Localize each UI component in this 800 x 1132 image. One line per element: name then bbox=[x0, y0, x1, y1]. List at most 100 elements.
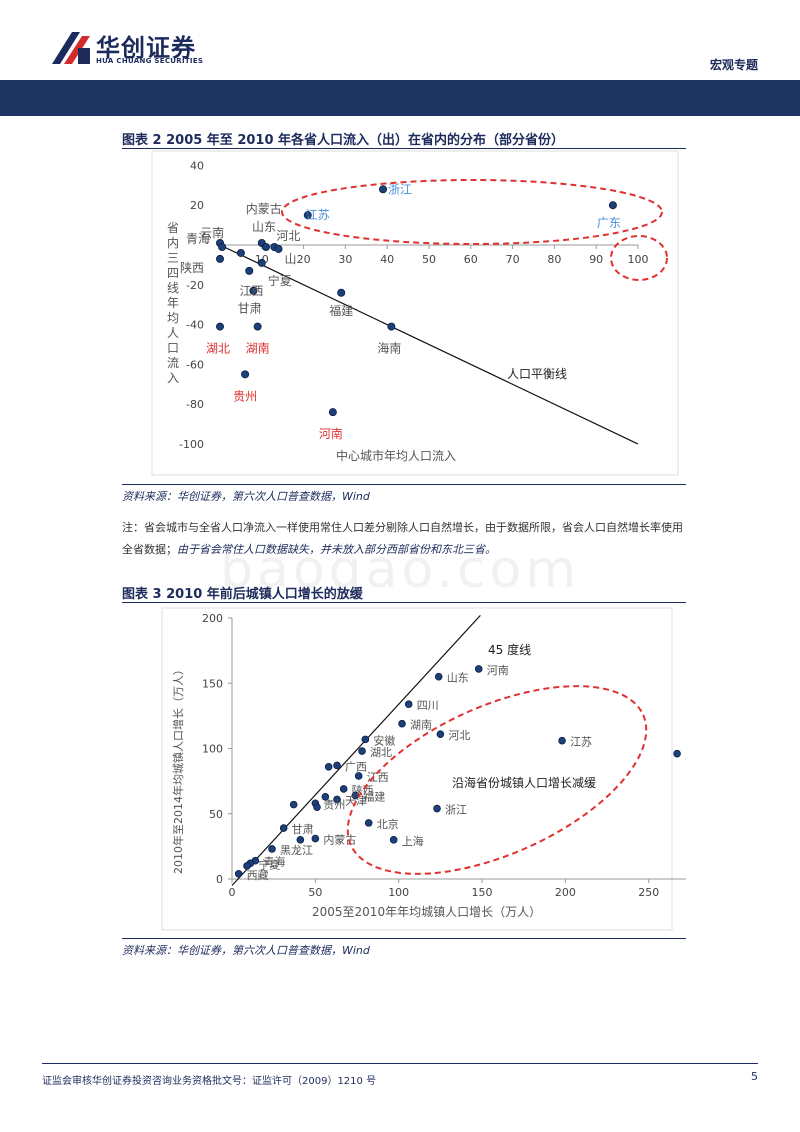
chart3-x-tick-label: 0 bbox=[229, 886, 236, 899]
figure2-bottom-rule bbox=[122, 484, 686, 485]
chart2-x-tick-label: 90 bbox=[589, 253, 603, 266]
chart3-data-point bbox=[364, 819, 373, 827]
chart3-data-point bbox=[234, 869, 243, 878]
chart3-data-point bbox=[354, 772, 363, 780]
chart2-data-point bbox=[249, 286, 258, 295]
chart2-point-label: 宁夏 bbox=[268, 273, 292, 288]
chart3-data-point bbox=[389, 836, 398, 844]
chart2-data-point bbox=[253, 322, 262, 331]
chart3-point-label: 广西 bbox=[345, 760, 367, 773]
chart3-point-label: 西藏 bbox=[247, 869, 269, 882]
chart2-point-label: 湖北 bbox=[206, 341, 230, 356]
chart3-data-point bbox=[289, 800, 298, 809]
chart3-point-label: 青海 bbox=[263, 855, 285, 869]
chart3-point-label: 北京 bbox=[377, 817, 399, 831]
chart3-data-point bbox=[436, 730, 445, 738]
note-emphasis: 由于省会常住人口数据缺失，并未放入部分西部省份和东北三省。 bbox=[177, 543, 496, 556]
chart2-balance-line-label: 人口平衡线 bbox=[507, 367, 567, 381]
chart2-point-label: 山东 bbox=[252, 220, 276, 234]
chart3-45-degree-line bbox=[231, 614, 481, 886]
chart3-x-tick-label: 100 bbox=[388, 886, 409, 899]
chart3-data-point bbox=[558, 736, 566, 745]
chart3-point-label: 湖北 bbox=[370, 746, 392, 759]
chart3-point-label: 安徽 bbox=[373, 733, 395, 747]
chart2-point-label: 内蒙古 bbox=[246, 201, 282, 216]
footer-license-text: 证监会审核华创证券投资咨询业务资格批文号：证监许可（2009）1210 号 bbox=[42, 1076, 377, 1087]
figure2-top-rule bbox=[122, 148, 686, 149]
chart2-point-label: 浙江 bbox=[388, 182, 412, 196]
chart3-data-point bbox=[433, 804, 441, 813]
chart3-point-label: 浙江 bbox=[445, 804, 467, 817]
chart2-x-tick-label: 30 bbox=[338, 253, 352, 266]
chart3-point-label: 江西 bbox=[367, 771, 389, 784]
chart3-y-tick-label: 0 bbox=[216, 873, 223, 886]
chart2-frame bbox=[151, 150, 679, 476]
chart2-data-point bbox=[261, 242, 270, 251]
chart2-y-tick-label: -100 bbox=[179, 438, 204, 451]
chart2-y-tick-label: -40 bbox=[186, 319, 204, 332]
chart2-balance-line bbox=[219, 244, 639, 445]
chart3-point-label: 广东 bbox=[685, 749, 686, 762]
chart3-data-point bbox=[673, 749, 681, 758]
chart3-coastal-ellipse bbox=[346, 685, 648, 875]
chart2-data-point bbox=[257, 258, 266, 267]
chart2-point-label: 山 bbox=[285, 252, 297, 266]
chart3-data-point bbox=[398, 719, 406, 728]
watermark: baogao.com bbox=[219, 540, 581, 600]
chart3-point-label: 江苏 bbox=[570, 736, 592, 749]
chart3-point-label: 四川 bbox=[417, 699, 439, 712]
chart2-data-point bbox=[241, 370, 250, 379]
chart2-data-point bbox=[245, 266, 254, 275]
chart3-x-tick-label: 150 bbox=[472, 886, 493, 899]
chart3-x-axis-label: 2005至2010年年均城镇人口增长（万人） bbox=[312, 905, 541, 919]
chart2-coastal-ellipse bbox=[281, 179, 663, 245]
chart2-point-label: 江西 bbox=[239, 284, 263, 298]
chart3-point-label: 宁夏 bbox=[258, 857, 280, 871]
logo-chinese-name: 华创证券 bbox=[96, 34, 196, 62]
chart2-data-point bbox=[303, 211, 312, 220]
chart3-data-point bbox=[339, 785, 348, 793]
logo-english-name: HUA CHUANG SECURITIES bbox=[96, 57, 204, 65]
chart2-x-tick-label: 70 bbox=[506, 253, 520, 266]
chart2-point-label: 甘肃 bbox=[238, 302, 262, 316]
chart2-point-label: 云南 bbox=[200, 225, 224, 240]
chart3-ellipse-label: 沿海省份城镇人口增长减缓 bbox=[452, 775, 596, 790]
chart3-data-point bbox=[333, 761, 341, 770]
chart3-point-label: 河北 bbox=[448, 729, 470, 742]
chart2-x-tick-label: 100 bbox=[628, 253, 649, 266]
chart2-y-tick-label: 20 bbox=[190, 199, 204, 212]
chart3-x-tick-label: 200 bbox=[555, 886, 576, 899]
chart3-point-label: 内蒙古 bbox=[323, 833, 356, 847]
chart3-frame bbox=[161, 607, 673, 931]
chart3-y-tick-label: 50 bbox=[209, 808, 223, 821]
chart3-data-point bbox=[361, 735, 370, 744]
chart2-point-label: 湖南 bbox=[246, 341, 270, 356]
chart2-data-point bbox=[218, 242, 227, 251]
chart2-y-tick-label: 40 bbox=[190, 159, 204, 172]
chart3-data-point bbox=[279, 824, 288, 832]
chart2-data-point bbox=[328, 408, 337, 417]
chart3-y-tick-label: 150 bbox=[202, 677, 223, 690]
chart3-x-tick-label: 50 bbox=[308, 886, 322, 899]
figure3-bottom-rule bbox=[122, 938, 686, 939]
chart3-data-point bbox=[313, 803, 321, 812]
chart2-data-point bbox=[608, 201, 617, 210]
figure3-top-rule bbox=[122, 602, 686, 603]
chart2-x-tick-label: 50 bbox=[422, 253, 436, 266]
logo-mark-icon bbox=[52, 32, 90, 64]
chart2-data-point bbox=[216, 254, 225, 263]
figure3-scatter-chart: 050100150200250300050100150200 河南山东四川湖南河… bbox=[161, 607, 686, 931]
figure3-caption: 图表 3 2010 年前后城镇人口增长的放缓 bbox=[122, 587, 363, 602]
chart2-point-label: 河南 bbox=[319, 426, 343, 441]
chart2-point-label: 青海 bbox=[186, 231, 210, 246]
chart2-data-point bbox=[236, 248, 245, 257]
chart2-data-point bbox=[274, 244, 283, 253]
chart3-point-label: 甘肃 bbox=[292, 823, 314, 836]
chart3-data-point bbox=[474, 665, 483, 673]
chart3-data-point bbox=[358, 747, 366, 755]
note-paragraph: 注：省会城市与全省人口净流入一样使用常住人口差分剔除人口自然增长，由于数据所限，… bbox=[122, 517, 686, 561]
chart2-point-label: 陕西 bbox=[180, 260, 204, 275]
chart3-data-point bbox=[404, 700, 413, 708]
chart2-data-point bbox=[379, 185, 388, 194]
chart2-data-point bbox=[387, 322, 396, 331]
